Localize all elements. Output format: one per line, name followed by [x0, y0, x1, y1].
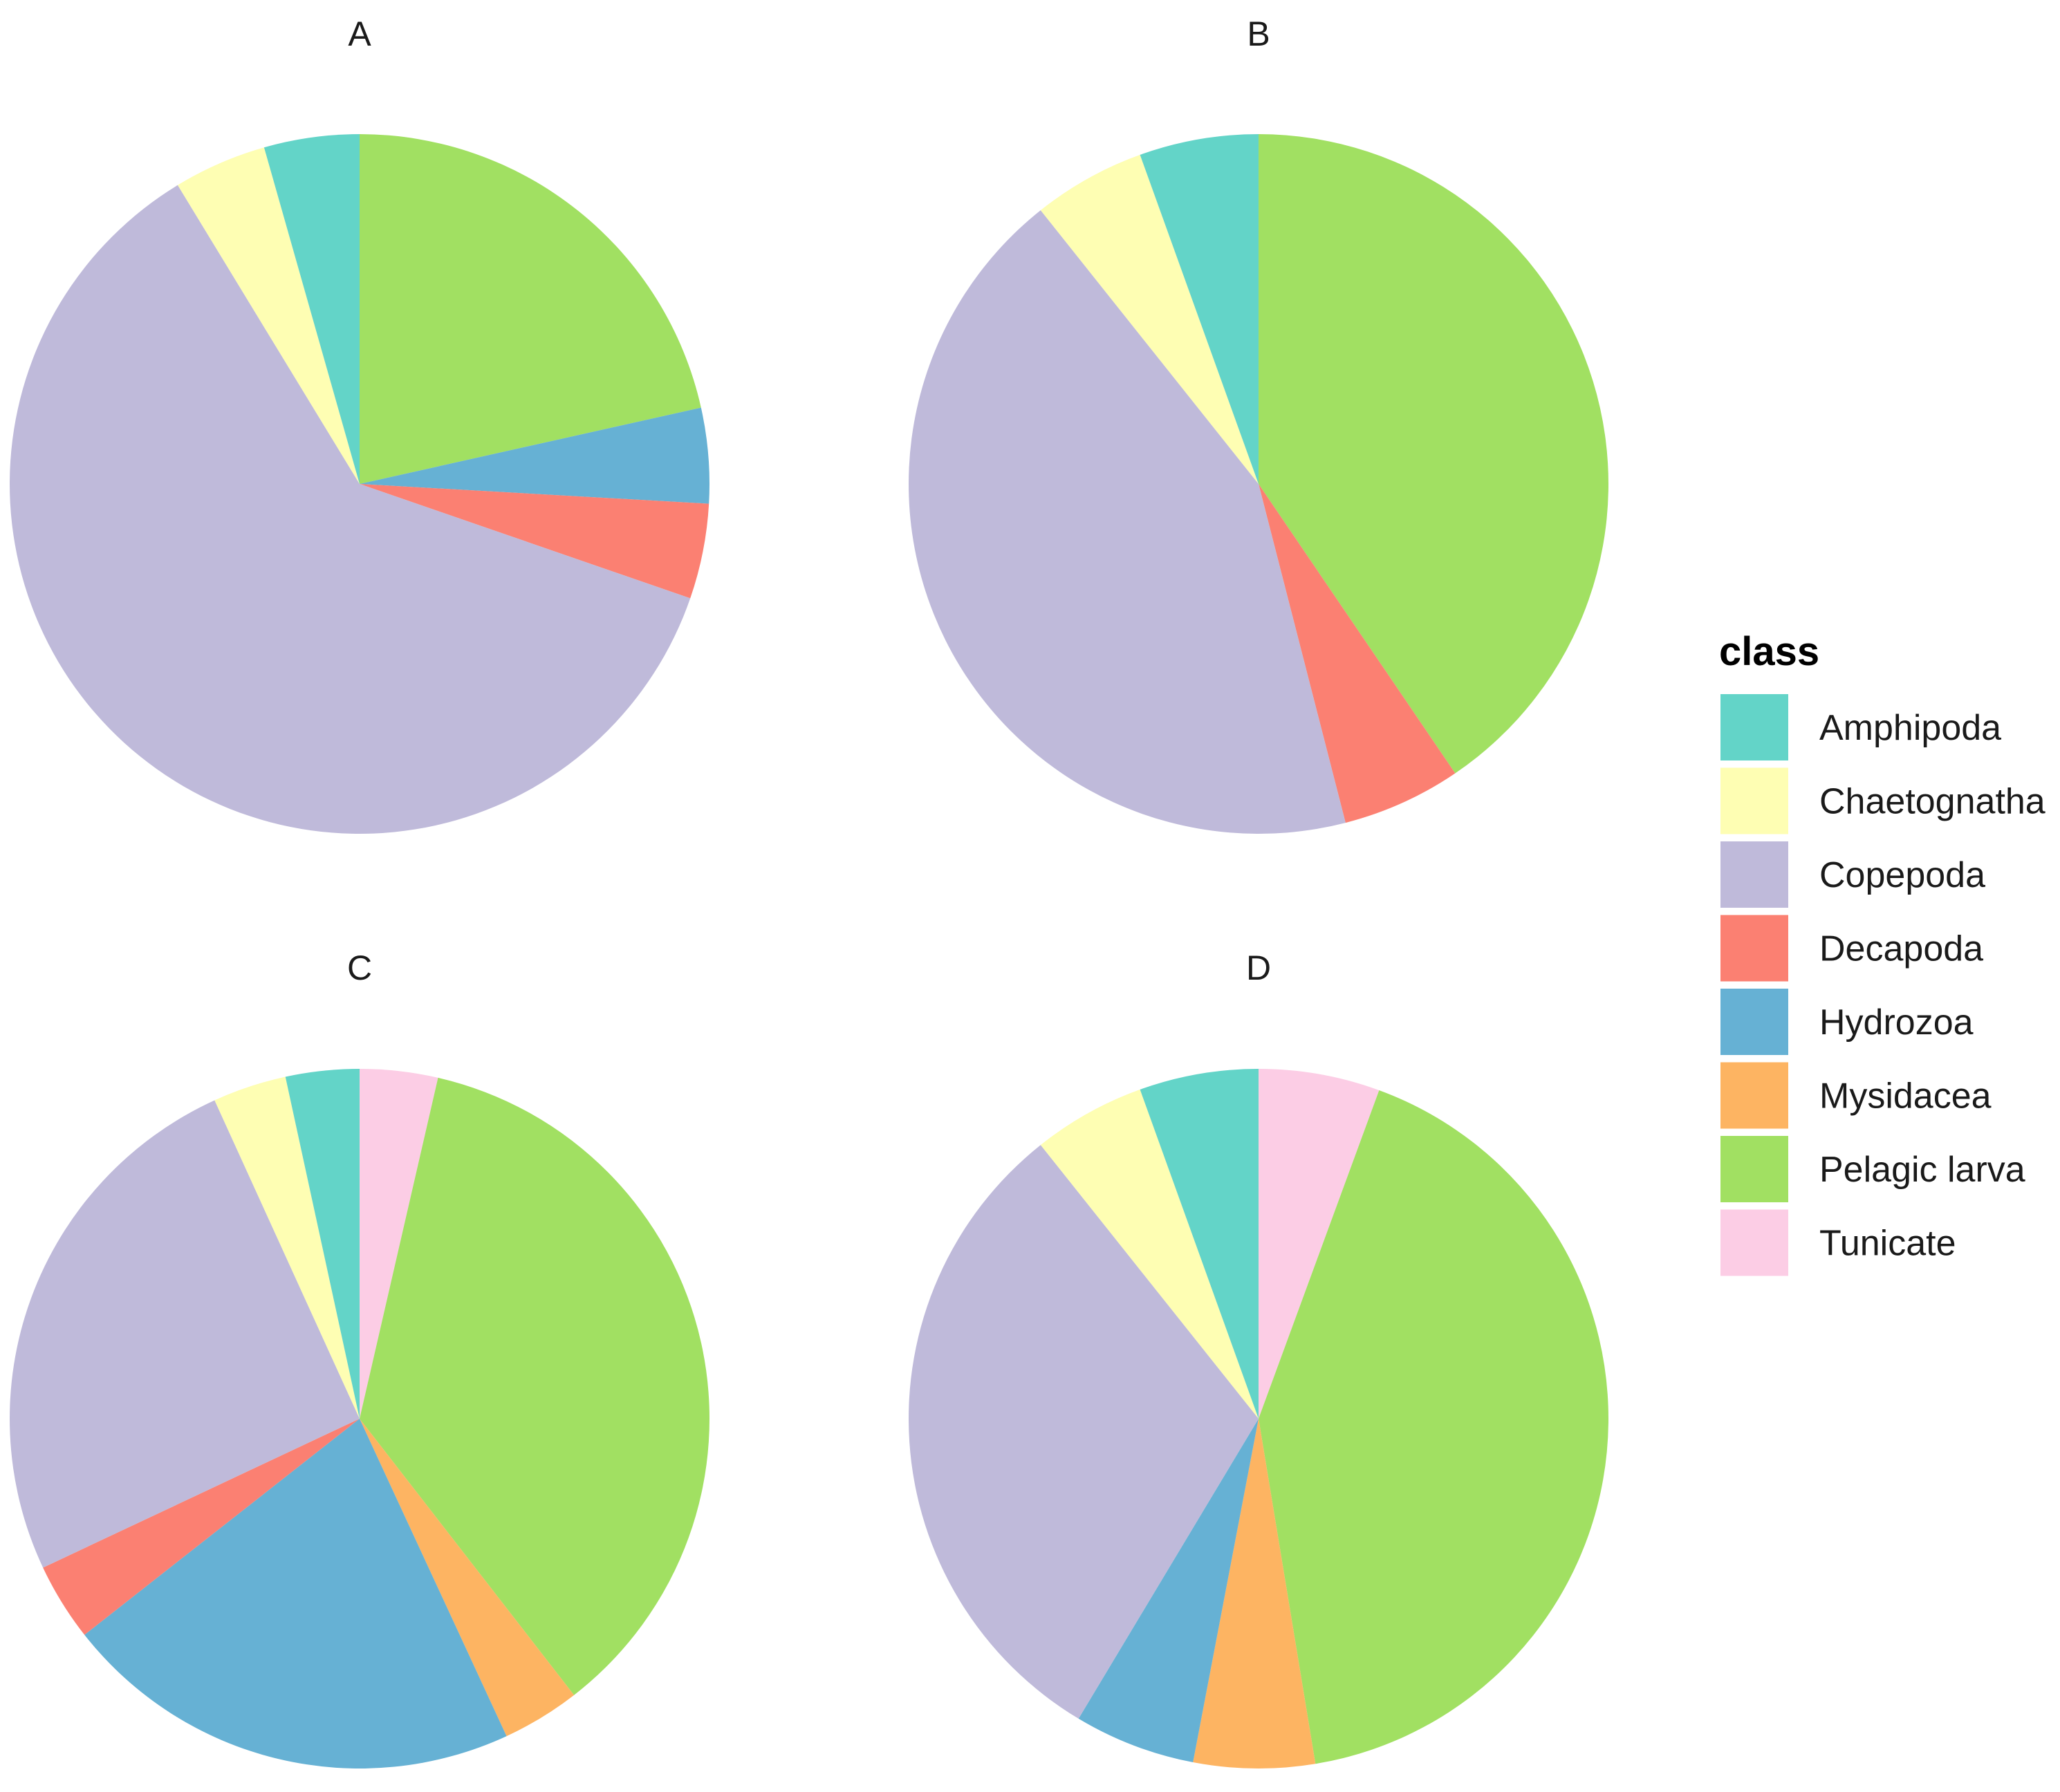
- pie-slice-b-amphipoda: [1140, 134, 1259, 484]
- pie-slice-d-copepoda: [908, 1145, 1259, 1719]
- pie-slice-a-chaetognatha: [177, 147, 360, 484]
- legend-label-copepoda: Copepoda: [1819, 855, 1985, 895]
- legend-swatch-pelagic-larva: [1720, 1136, 1788, 1202]
- pie-slice-b-decapoda: [1259, 484, 1456, 823]
- legend-title: class: [1719, 629, 1819, 674]
- legend-label-pelagic-larva: Pelagic larva: [1819, 1150, 2025, 1190]
- pie-slice-c-hydrozoa: [84, 1419, 507, 1769]
- legend-swatch-hydrozoa: [1720, 989, 1788, 1055]
- legend-swatch-decapoda: [1720, 915, 1788, 982]
- panel-d: D: [908, 949, 1608, 1768]
- pie-slice-a-hydrozoa: [360, 407, 709, 504]
- pie-slice-c-amphipoda: [285, 1069, 360, 1419]
- pie-b-slices: [909, 134, 1608, 834]
- pie-slice-a-amphipoda: [263, 134, 360, 484]
- panel-title-b: B: [1247, 15, 1270, 53]
- legend-swatch-copepoda: [1720, 841, 1788, 908]
- pie-slice-d-hydrozoa: [1078, 1419, 1259, 1763]
- legend-label-chaetognatha: Chaetognatha: [1819, 782, 2045, 822]
- panel-title-d: D: [1246, 949, 1271, 987]
- legend-label-decapoda: Decapoda: [1819, 929, 1983, 969]
- pie-a-slices: [9, 134, 709, 834]
- panel-title-a: A: [348, 15, 371, 53]
- pie-slice-b-chaetognatha: [1040, 154, 1259, 484]
- pie-slice-c-copepoda: [10, 1100, 360, 1568]
- legend-items: Amphipoda Chaetognatha Copepoda Decapoda Hyd…: [1720, 694, 2045, 1276]
- pie-slice-c-tunicate: [360, 1069, 438, 1419]
- pie-slice-d-amphipoda: [1140, 1069, 1259, 1419]
- panel-title-c: C: [347, 949, 372, 987]
- pie-d-slices: [908, 1069, 1608, 1768]
- panel-a: A: [9, 15, 709, 834]
- panel-b: B: [909, 15, 1608, 834]
- pie-slice-c-chaetognatha: [214, 1076, 360, 1419]
- legend: class Amphipoda Chaetognatha Copepoda Decap…: [1719, 629, 2045, 1276]
- legend-swatch-mysidacea: [1720, 1062, 1788, 1129]
- pie-slice-c-decapoda: [43, 1419, 360, 1635]
- legend-swatch-tunicate: [1720, 1209, 1788, 1276]
- pie-slice-b-copepoda: [909, 210, 1346, 834]
- pie-slice-d-chaetognatha: [1040, 1089, 1259, 1419]
- pie-slice-d-tunicate: [1259, 1069, 1380, 1419]
- pie-slice-d-mysidacea: [1193, 1419, 1316, 1768]
- pie-slice-a-decapoda: [360, 484, 709, 599]
- legend-swatch-amphipoda: [1720, 694, 1788, 760]
- pie-slice-a-pelagic-larva: [360, 134, 701, 484]
- legend-label-hydrozoa: Hydrozoa: [1819, 1002, 1974, 1043]
- legend-label-mysidacea: Mysidacea: [1819, 1076, 1992, 1117]
- panel-c: C: [10, 949, 709, 1769]
- legend-label-amphipoda: Amphipoda: [1819, 708, 2001, 748]
- pie-slice-d-pelagic-larva: [1259, 1090, 1608, 1764]
- pie-slice-b-pelagic-larva: [1259, 134, 1608, 774]
- legend-swatch-chaetognatha: [1720, 767, 1788, 834]
- pie-slice-c-mysidacea: [360, 1419, 575, 1737]
- pie-c-slices: [10, 1069, 709, 1769]
- pie-slice-a-copepoda: [9, 185, 691, 834]
- legend-label-tunicate: Tunicate: [1819, 1224, 1956, 1264]
- pie-slice-c-pelagic-larva: [360, 1077, 709, 1695]
